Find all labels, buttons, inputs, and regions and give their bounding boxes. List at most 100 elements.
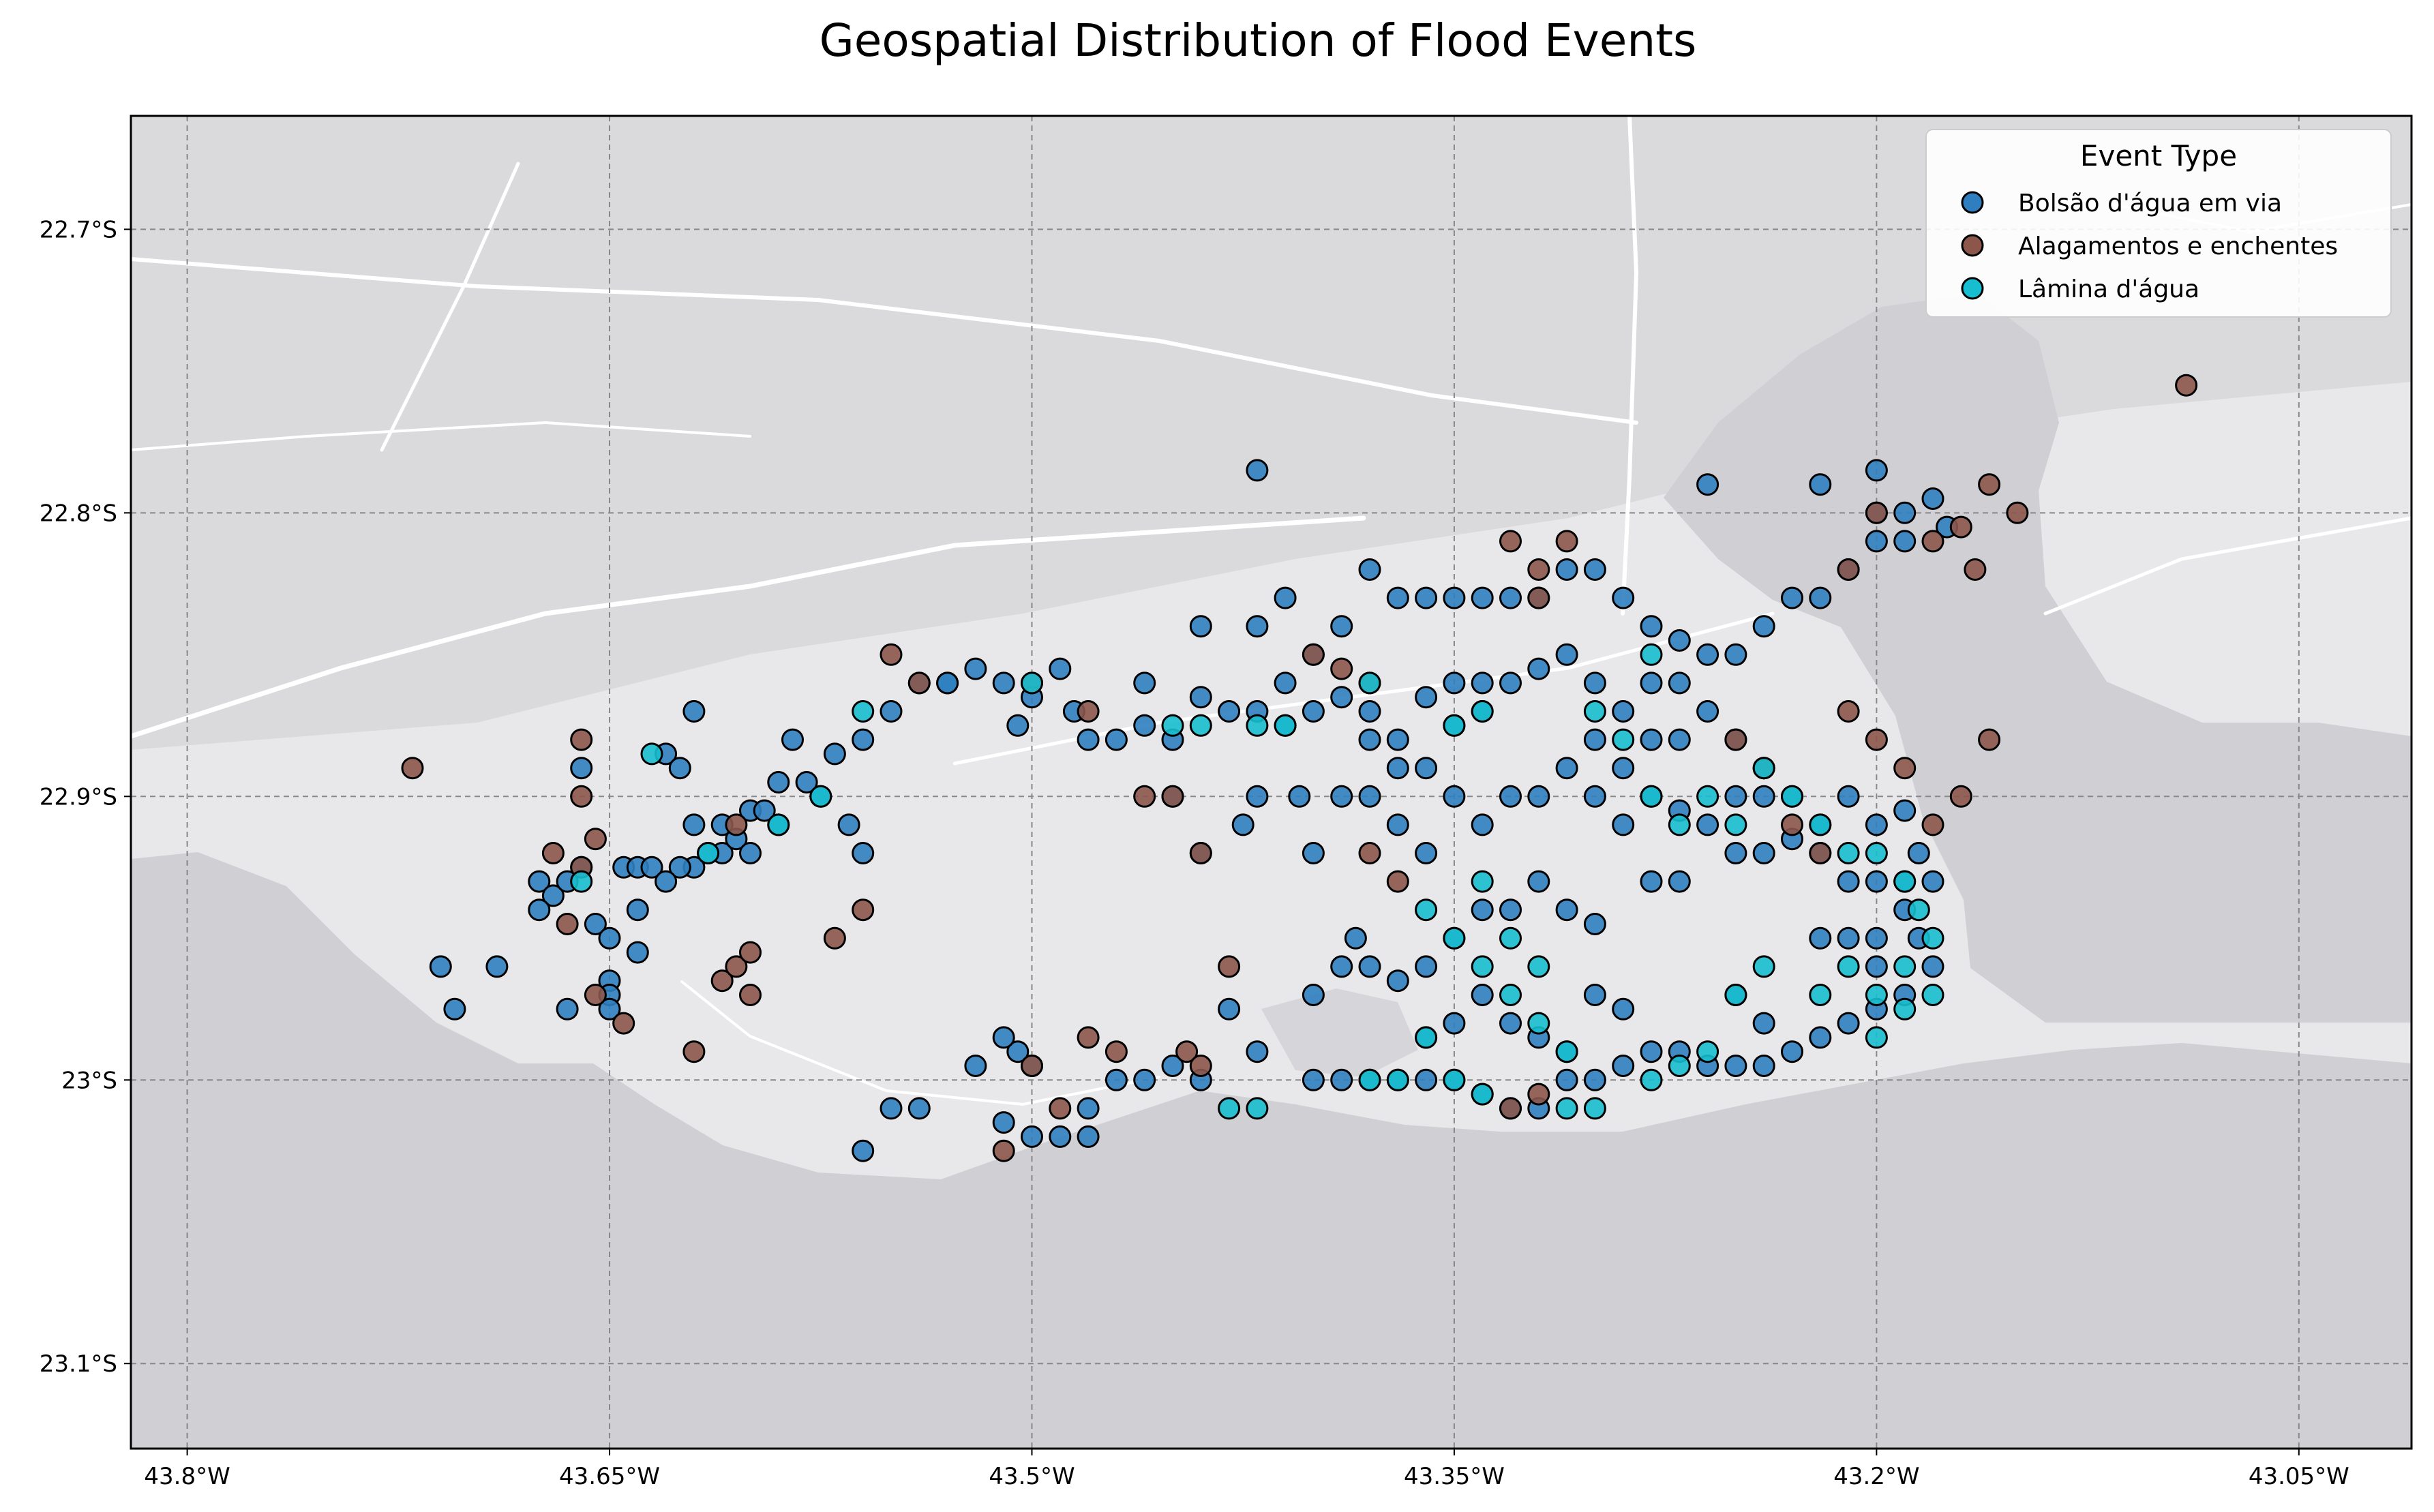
scatter-point-s0-163 xyxy=(1809,473,1832,496)
scatter-point-s1-45 xyxy=(1837,700,1860,723)
scatter-point-s1-60 xyxy=(1527,1083,1550,1106)
scatter-point-s0-20 xyxy=(682,700,706,723)
scatter-point-s0-180 xyxy=(1077,1097,1100,1120)
scatter-point-s0-197 xyxy=(781,728,804,751)
scatter-point-s0-72 xyxy=(1837,785,1860,808)
scatter-point-s0-149 xyxy=(1640,615,1663,638)
scatter-point-s0-160 xyxy=(1893,501,1917,524)
scatter-point-s2-4 xyxy=(809,785,832,808)
scatter-point-s2-6 xyxy=(1021,671,1043,695)
legend-marker-lamina xyxy=(1961,277,1984,300)
scatter-point-s1-24 xyxy=(1218,955,1241,978)
scatter-point-s2-12 xyxy=(1443,714,1466,737)
scatter-point-s2-19 xyxy=(1555,1040,1578,1063)
scatter-point-s0-106 xyxy=(1415,955,1438,978)
scatter-point-s0-194 xyxy=(1696,473,1719,496)
scatter-point-s0-126 xyxy=(1555,757,1578,780)
road-1 xyxy=(131,515,1366,739)
scatter-point-s1-27 xyxy=(1175,1040,1199,1063)
scatter-point-s0-174 xyxy=(1218,997,1241,1020)
scatter-point-s2-51 xyxy=(1583,700,1606,723)
scatter-point-s1-46 xyxy=(1865,728,1888,751)
scatter-point-s0-84 xyxy=(1752,1055,1775,1077)
scatter-point-s0-67 xyxy=(1696,700,1719,723)
scatter-point-s1-38 xyxy=(1527,558,1550,581)
scatter-point-s0-167 xyxy=(1246,615,1269,638)
scatter-point-s1-47 xyxy=(1893,757,1917,780)
x-tick-label-2: 43.5°W xyxy=(989,1463,1075,1490)
scatter-point-s1-4 xyxy=(570,785,593,808)
scatter-point-s0-8 xyxy=(598,926,621,950)
scatter-point-s0-81 xyxy=(1837,1012,1860,1035)
scatter-point-s2-13 xyxy=(1471,700,1494,723)
scatter-point-s1-57 xyxy=(1837,558,1860,581)
scatter-point-s2-50 xyxy=(1612,728,1635,751)
scatter-point-s1-23 xyxy=(1189,842,1212,864)
scatter-point-s0-75 xyxy=(1907,842,1930,864)
scatter-point-s0-60 xyxy=(1499,671,1522,695)
scatter-point-s2-23 xyxy=(1471,1083,1494,1106)
scatter-point-s1-53 xyxy=(1949,515,1972,539)
scatter-point-s1-44 xyxy=(1809,842,1832,864)
grid-lines-x xyxy=(186,116,2300,1449)
scatter-point-s1-55 xyxy=(1921,530,1944,553)
scatter-point-s1-59 xyxy=(1499,1097,1522,1120)
road-4 xyxy=(1621,116,1639,616)
scatter-point-s0-41 xyxy=(1006,714,1030,737)
road-6 xyxy=(2043,516,2412,616)
scatter-point-s2-11 xyxy=(1358,671,1381,695)
scatter-point-s0-157 xyxy=(1865,530,1888,553)
scatter-point-s0-19 xyxy=(668,757,691,780)
scatter-point-s1-43 xyxy=(1781,813,1803,836)
scatter-point-s0-116 xyxy=(1386,813,1409,836)
scatter-point-s0-224 xyxy=(1443,1012,1466,1035)
scatter-point-s0-15 xyxy=(640,856,663,879)
scatter-point-s0-199 xyxy=(655,870,678,893)
scatter-point-s2-30 xyxy=(1752,955,1775,978)
scatter-point-s2-52 xyxy=(1640,643,1663,666)
scatter-point-s2-45 xyxy=(1752,757,1775,780)
scatter-point-s1-28 xyxy=(1189,1055,1212,1077)
scatter-point-s0-189 xyxy=(852,1139,875,1162)
scatter-point-s0-221 xyxy=(1583,984,1606,1006)
scatter-point-s0-192 xyxy=(1189,615,1212,638)
scatter-point-s0-166 xyxy=(1274,586,1297,609)
scatter-point-s0-50 xyxy=(1218,700,1241,723)
water-bay xyxy=(1664,293,2412,1023)
scatter-point-s0-196 xyxy=(936,671,959,695)
scatter-point-s0-142 xyxy=(1443,586,1466,609)
scatter-point-s0-191 xyxy=(992,1026,1015,1049)
scatter-point-s0-12 xyxy=(598,997,621,1020)
road-7 xyxy=(680,980,1160,1106)
scatter-point-s2-7 xyxy=(1161,714,1184,737)
scatter-point-s0-215 xyxy=(1837,926,1860,950)
chart-title: Geospatial Distribution of Flood Events xyxy=(820,14,1697,67)
y-tick-label-4: 23.1°S xyxy=(40,1350,117,1378)
scatter-point-s0-210 xyxy=(1640,728,1663,751)
scatter-point-s0-108 xyxy=(1471,898,1494,922)
scatter-point-s1-29 xyxy=(1049,1097,1072,1120)
scatter-point-s0-150 xyxy=(1668,629,1691,652)
scatter-point-s0-120 xyxy=(1386,757,1409,780)
x-tick-label-3: 43.35°W xyxy=(1404,1463,1505,1490)
scatter-point-s2-55 xyxy=(1358,1068,1381,1091)
scatter-point-s2-57 xyxy=(1443,926,1466,950)
scatter-point-s2-24 xyxy=(1555,1097,1578,1120)
scatter-point-s2-35 xyxy=(1893,997,1917,1020)
scatter-point-s0-131 xyxy=(1696,813,1719,836)
scatter-point-s0-104 xyxy=(1358,955,1381,978)
scatter-point-s0-39 xyxy=(964,657,987,680)
scatter-point-s1-30 xyxy=(1021,1055,1043,1077)
scatter-point-s2-36 xyxy=(1921,984,1944,1006)
scatter-point-s0-182 xyxy=(1049,1125,1072,1148)
scatter-point-s0-161 xyxy=(1921,487,1944,510)
scatter-point-s2-9 xyxy=(1246,714,1269,737)
scatter-point-s0-49 xyxy=(1189,686,1212,709)
scatter-point-s0-212 xyxy=(1724,785,1747,808)
scatter-point-s1-56 xyxy=(1865,501,1888,524)
scatter-point-s1-18 xyxy=(907,671,931,695)
scatter-point-s0-4 xyxy=(541,884,565,907)
scatter-point-s0-36 xyxy=(880,700,903,723)
scatter-point-s0-146 xyxy=(1555,558,1578,581)
scatter-point-s2-2 xyxy=(697,842,720,864)
